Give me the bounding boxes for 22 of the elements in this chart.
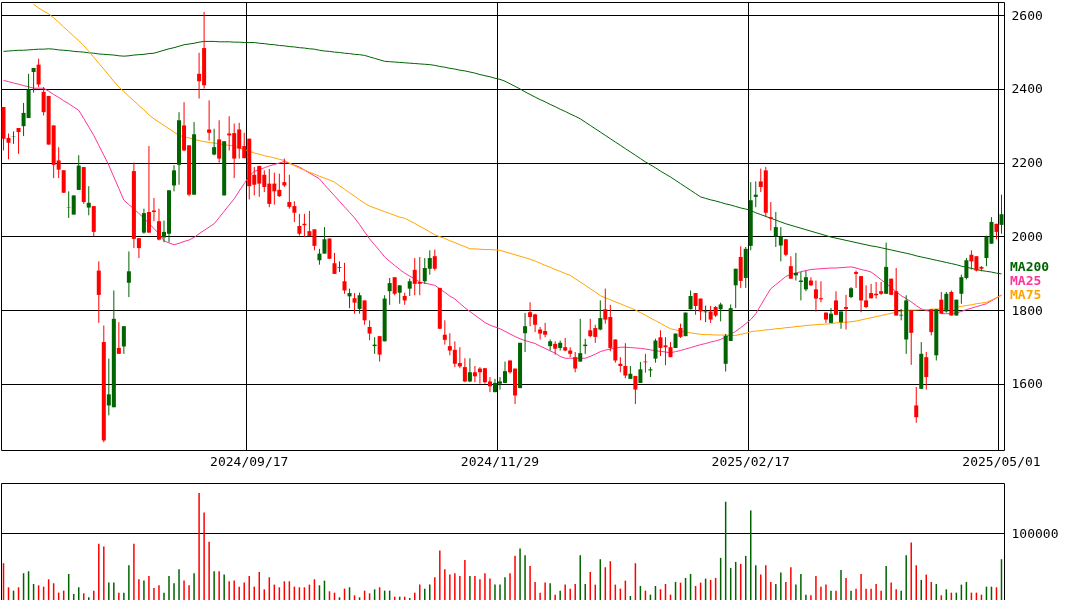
candlestick bbox=[563, 337, 568, 352]
x-tick-label: 2024/09/17 bbox=[210, 453, 289, 469]
y-tick-label: 2400 bbox=[1011, 81, 1043, 97]
y-tick-label: 2200 bbox=[1011, 155, 1043, 171]
candlestick bbox=[768, 201, 773, 231]
series-label: MA75 bbox=[1010, 287, 1042, 303]
y-tick-label: 100000 bbox=[1011, 525, 1059, 541]
candlestick bbox=[337, 260, 342, 273]
series-label: MA25 bbox=[1010, 273, 1042, 289]
x-tick-label: 2025/05/01 bbox=[962, 453, 1041, 469]
y-tick-label: 1800 bbox=[1011, 302, 1043, 318]
candlestick bbox=[668, 341, 673, 358]
candlestick bbox=[518, 342, 523, 389]
candlestick bbox=[683, 312, 688, 337]
x-tick-label: 2024/11/29 bbox=[460, 453, 540, 469]
y-tick-label: 2000 bbox=[1011, 228, 1043, 244]
y-tick-label: 2600 bbox=[1011, 7, 1043, 23]
y-tick-label: 1600 bbox=[1011, 376, 1043, 392]
candlestick bbox=[703, 305, 708, 323]
series-label: MA200 bbox=[1010, 259, 1050, 275]
candlestick bbox=[332, 252, 337, 275]
x-tick-label: 2025/02/17 bbox=[711, 453, 790, 469]
